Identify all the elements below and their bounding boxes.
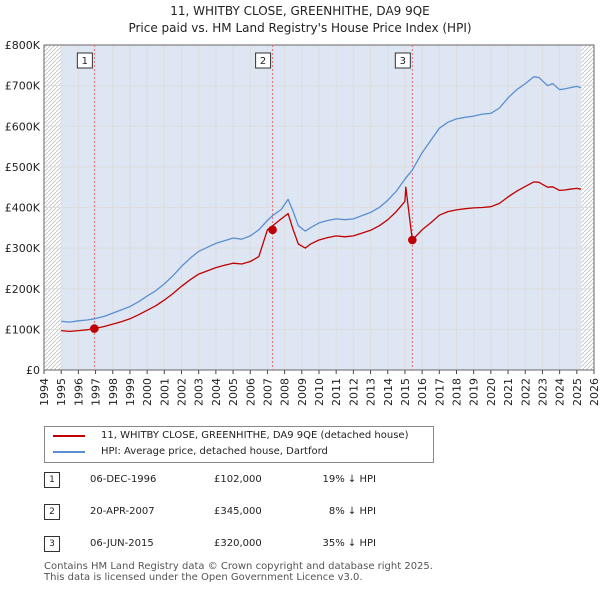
chart-subtitle: Price paid vs. HM Land Registry's House … <box>128 21 472 35</box>
property-series-line <box>61 181 582 333</box>
hpi-series-line <box>61 76 582 323</box>
y-tick-label: £600K <box>5 120 41 133</box>
x-tick-label: 2011 <box>330 378 343 406</box>
sale-number-badge: 1 <box>44 472 60 488</box>
sale-row: 1 06-DEC-1996 £102,000 19% ↓ HPI <box>44 472 464 488</box>
x-tick-label: 1998 <box>107 378 120 406</box>
y-tick-label: £300K <box>5 242 41 255</box>
x-tick-label: 2003 <box>193 378 206 406</box>
y-tick-label: £200K <box>5 283 41 296</box>
sale-price: £102,000 <box>214 474 262 485</box>
sale-marker-badge <box>394 52 411 69</box>
legend-swatch-hpi <box>53 451 85 453</box>
y-tick-label: £400K <box>5 202 41 215</box>
chart-title: 11, WHITBY CLOSE, GREENHITHE, DA9 9QE <box>170 4 430 18</box>
sale-price: £345,000 <box>214 506 262 517</box>
sale-row: 3 06-JUN-2015 £320,000 35% ↓ HPI <box>44 536 464 552</box>
x-tick-label: 2000 <box>141 378 154 406</box>
x-tick-label: 1996 <box>72 378 85 406</box>
x-tick-label: 2026 <box>588 378 600 406</box>
x-tick-label: 1999 <box>124 378 137 406</box>
x-tick-label: 2015 <box>399 378 412 406</box>
x-tick-label: 1994 <box>38 378 51 406</box>
x-tick-label: 2007 <box>261 378 274 406</box>
plot-frame <box>43 44 595 371</box>
x-tick-label: 2016 <box>416 378 429 406</box>
sale-hpi-diff: 19% ↓ HPI <box>322 474 376 485</box>
x-tick-label: 2024 <box>554 378 567 406</box>
x-tick-label: 2008 <box>279 378 292 406</box>
x-tick-label: 2018 <box>451 378 464 406</box>
y-tick-label: £0 <box>26 364 40 377</box>
sale-number-badge: 2 <box>44 504 60 520</box>
price-chart: 1 2 3 £0 £100K £200K £300K £400K £500K £600K £700… <box>5 39 600 406</box>
x-tick-label: 2021 <box>502 378 515 406</box>
sale-marker-badge <box>76 52 93 69</box>
sale-row: 2 20-APR-2007 £345,000 8% ↓ HPI <box>44 504 464 520</box>
x-tick-label: 2025 <box>571 378 584 406</box>
x-tick-label: 2010 <box>313 378 326 406</box>
y-tick-label: £100K <box>5 323 41 336</box>
chart-legend: 11, WHITBY CLOSE, GREENHITHE, DA9 9QE (d… <box>44 426 434 463</box>
x-tick-label: 2005 <box>227 378 240 406</box>
x-tick-label: 2006 <box>244 378 257 406</box>
x-tick-label: 2004 <box>210 378 223 406</box>
x-tick-label: 2002 <box>176 378 189 406</box>
sale-point <box>408 235 417 245</box>
sale-point <box>90 324 99 333</box>
sale-marker-label: 2 <box>260 56 266 67</box>
y-tick-label: £500K <box>5 161 41 174</box>
sale-date: 20-APR-2007 <box>90 506 155 517</box>
x-tick-label: 2012 <box>347 378 360 406</box>
sale-hpi-diff: 35% ↓ HPI <box>322 538 376 549</box>
legend-swatch-property <box>53 435 85 437</box>
sale-date: 06-DEC-1996 <box>90 474 157 485</box>
x-tick-label: 2020 <box>485 378 498 406</box>
x-tick-label: 2017 <box>433 378 446 406</box>
sale-marker-label: 3 <box>400 56 406 67</box>
x-tick-label: 2013 <box>365 378 378 406</box>
y-tick-label: £700K <box>5 80 41 93</box>
sale-date: 06-JUN-2015 <box>90 538 154 549</box>
x-tick-label: 1997 <box>90 378 103 406</box>
sale-number-badge: 3 <box>44 536 60 552</box>
y-tick-label: £800K <box>5 39 41 52</box>
x-tick-label: 2023 <box>536 378 549 406</box>
legend-label-property: 11, WHITBY CLOSE, GREENHITHE, DA9 9QE (d… <box>101 430 409 441</box>
x-tick-label: 1995 <box>55 378 68 406</box>
x-tick-label: 2009 <box>296 378 309 406</box>
x-tick-label: 2019 <box>468 378 481 406</box>
sale-price: £320,000 <box>214 538 262 549</box>
x-tick-label: 2014 <box>382 378 395 406</box>
footer-license: This data is licensed under the Open Gov… <box>44 572 363 583</box>
sale-point <box>268 225 277 235</box>
footer-copyright: Contains HM Land Registry data © Crown c… <box>44 561 433 572</box>
legend-label-hpi: HPI: Average price, detached house, Dart… <box>101 446 328 457</box>
x-tick-label: 2022 <box>519 378 532 406</box>
sale-hpi-diff: 8% ↓ HPI <box>328 506 376 517</box>
sale-marker-badge <box>255 52 272 69</box>
x-tick-label: 2001 <box>158 378 171 406</box>
sale-marker-label: 1 <box>82 56 88 67</box>
